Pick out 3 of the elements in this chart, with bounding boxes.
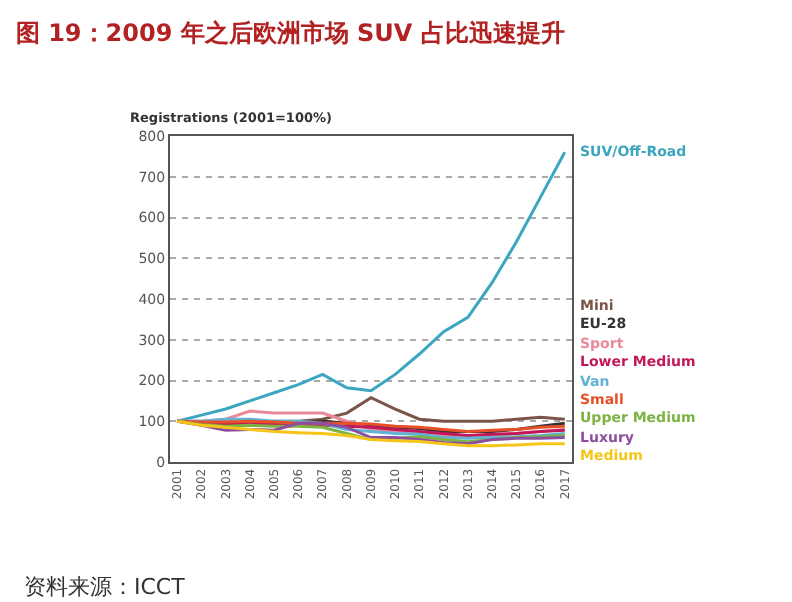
text: 资料来源：ICCT: [24, 574, 186, 600]
chart-title: 图 19：2009 年之后欧洲市场 SUV 占比迅速提升: [15, 18, 565, 47]
line-series: [175, 150, 567, 423]
